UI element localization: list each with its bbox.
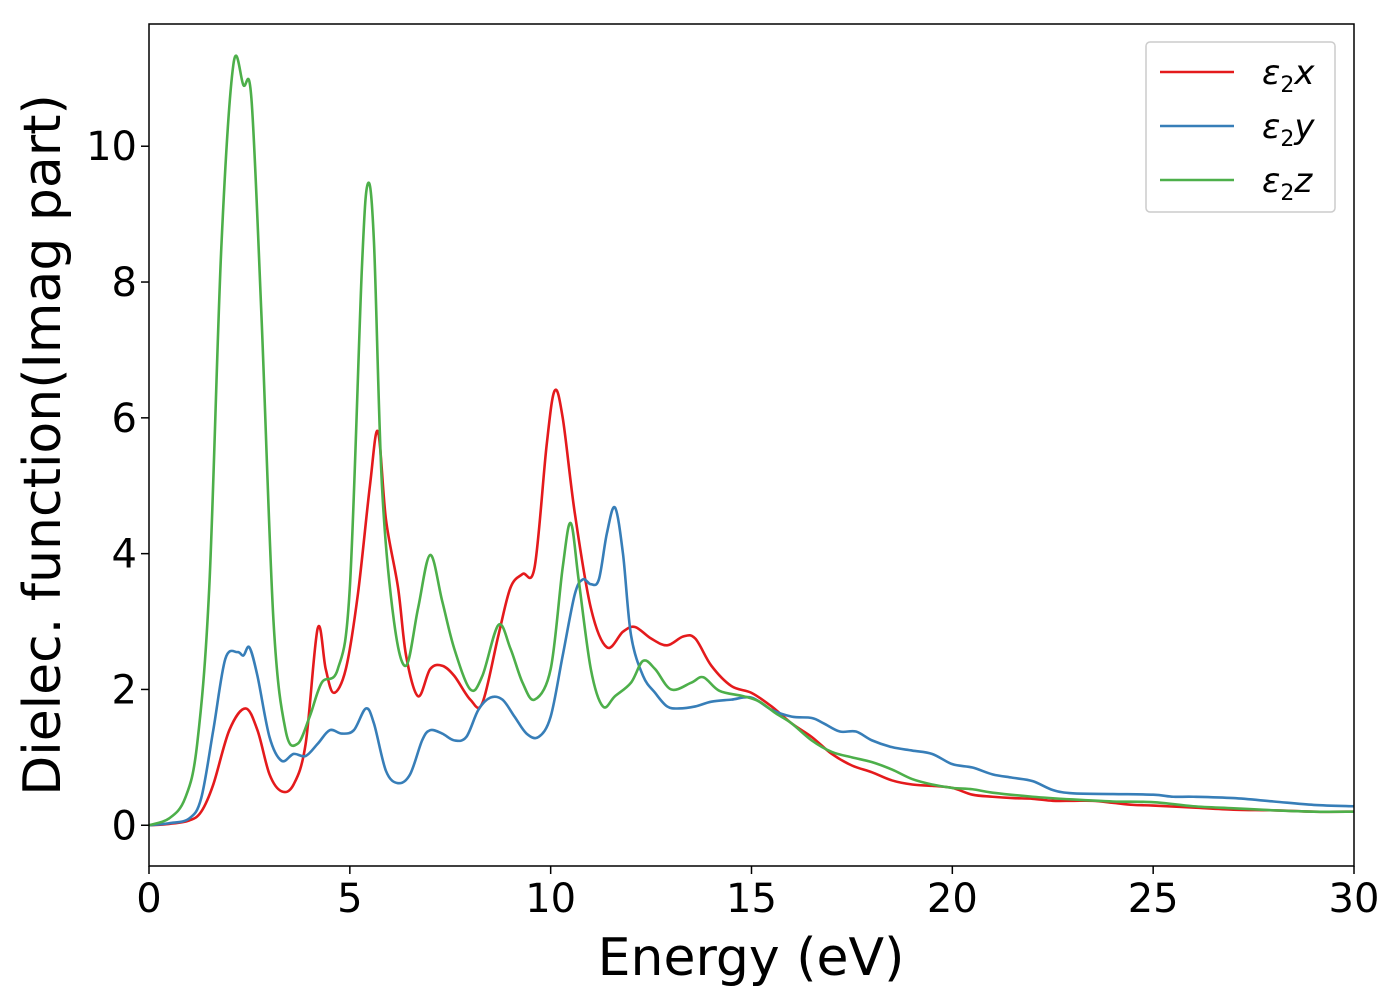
x-tick-label: 5	[337, 876, 362, 922]
series-line-e2y	[148, 505, 1355, 827]
legend-label-x: ε2x	[1262, 53, 1315, 98]
legend-label-y: ε2y	[1262, 107, 1315, 152]
legend: ε2x ε2y ε2z	[1145, 41, 1336, 213]
y-tick-label: 4	[112, 532, 137, 578]
y-axis-label: Dielec. function(Imag part)	[13, 94, 73, 796]
y-tick-label: 0	[112, 803, 137, 849]
series-line-e2x	[148, 388, 1355, 827]
y-axis-ticks: 0 2 4 6 8 10	[86, 124, 149, 849]
y-tick-label: 10	[86, 124, 137, 170]
x-tick-label: 10	[525, 876, 576, 922]
x-tick-label: 15	[726, 876, 777, 922]
legend-label-z: ε2z	[1262, 161, 1313, 206]
x-tick-label: 25	[1128, 876, 1179, 922]
x-tick-label: 30	[1329, 876, 1380, 922]
series-layer	[148, 54, 1355, 827]
y-tick-label: 6	[112, 396, 137, 442]
series-line-e2z	[148, 54, 1355, 827]
y-tick-label: 2	[112, 667, 137, 713]
x-axis-ticks: 0 5 10 15 20 25 30	[136, 866, 1379, 922]
x-tick-label: 20	[927, 876, 978, 922]
x-tick-label: 0	[136, 876, 161, 922]
y-tick-label: 8	[112, 260, 137, 306]
x-axis-label: Energy (eV)	[598, 928, 905, 988]
legend-box	[1145, 41, 1336, 213]
